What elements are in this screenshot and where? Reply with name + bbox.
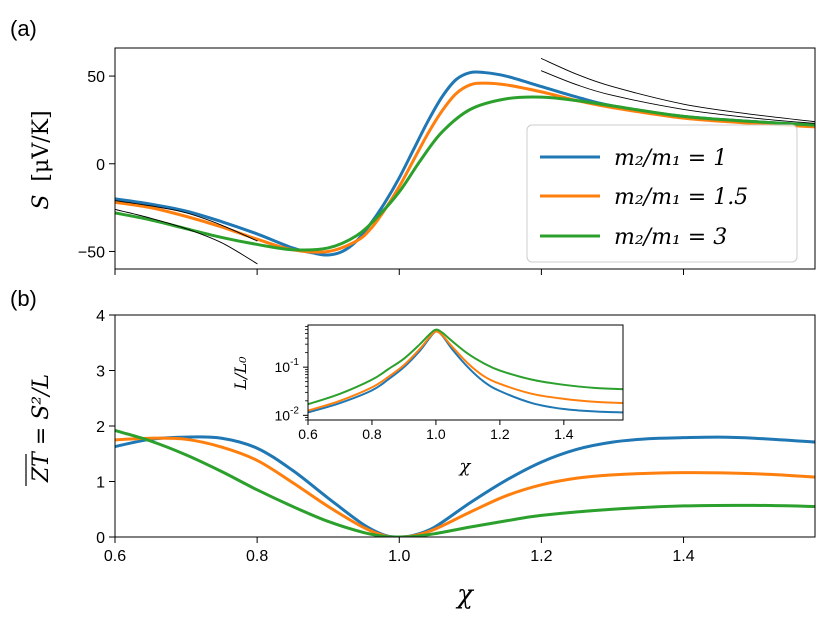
panel-a-ytick-label: 0 — [96, 157, 105, 174]
panel-a: (a) S [μV/K] −50 0 50 m₂/m₁ = 1 m₂/m₁ = 1.… — [10, 16, 816, 275]
panel-a-series-6-line — [540, 70, 815, 124]
inset-series-3-line — [308, 328, 623, 406]
panel-b-xtick-label: 1.2 — [530, 548, 552, 565]
inset: 0.6 0.8 1.0 1.2 1.4 10-2 10-1 L/L₀ χ — [231, 324, 624, 477]
panel-b-ytick-label: 2 — [96, 419, 105, 436]
panel-a-series-5-line — [115, 208, 258, 265]
panel-b-frame — [114, 314, 816, 538]
panel-a-series-3-line — [115, 95, 815, 252]
panel-a-series-7-line — [540, 58, 815, 123]
panel-b-xtick-label: 0.8 — [246, 548, 268, 565]
inset-xtick-label: 0.8 — [362, 426, 382, 442]
panel-b-label: (b) — [10, 286, 37, 311]
legend-entry-3: m₂/m₁ = 3 — [614, 225, 727, 250]
panel-a-ylabel-symbol: S — [29, 195, 54, 210]
panel-b-series-2-line — [115, 436, 815, 537]
panel-b-xtick-label: 0.6 — [104, 548, 126, 565]
panel-b-series-1-line — [115, 435, 815, 537]
svg-text:S [μV/K]: S [μV/K] — [29, 110, 54, 209]
inset-xtick-label: 1.4 — [554, 426, 574, 442]
legend: m₂/m₁ = 1 m₂/m₁ = 1.5 m₂/m₁ = 3 — [526, 124, 798, 263]
panel-b-ytick-label: 4 — [96, 308, 105, 325]
legend-entry-1: m₂/m₁ = 1 — [614, 146, 727, 171]
inset-series-2-line — [308, 330, 623, 412]
panel-b: (b) ZT = S²/L 0.6 0.8 1.0 1.2 1.4 0 1 2 3 4 χ 0.6… — [10, 286, 816, 610]
panel-b-ylabel: ZT = S²/L — [25, 374, 54, 486]
inset-frame — [307, 324, 624, 421]
panel-a-ytick-label: 50 — [87, 69, 105, 86]
panel-b-xtick-label: 1.4 — [672, 548, 694, 565]
inset-xtick-label: 0.6 — [298, 426, 318, 442]
panel-b-ylabel-text: ZT = S²/L — [29, 374, 54, 483]
inset-ylabel: L/L₀ — [231, 356, 250, 391]
panel-a-ytick-label: −50 — [78, 244, 105, 261]
legend-box — [526, 124, 798, 263]
inset-xlabel: χ — [458, 456, 472, 477]
panel-a-series-1-line — [115, 70, 815, 257]
panel-a-ylabel-unit: [μV/K] — [29, 110, 54, 181]
panel-a-ylabel: S [μV/K] — [29, 110, 54, 209]
panel-b-ytick-label: 1 — [96, 475, 105, 492]
inset-ytick-label: 10-1 — [275, 357, 300, 375]
panel-b-xtick-label: 1.0 — [388, 548, 410, 565]
inset-background — [308, 325, 623, 420]
panel-b-ytick-label: 3 — [96, 364, 105, 381]
inset-xtick-label: 1.2 — [490, 426, 510, 442]
inset-ytick-label: 10-2 — [275, 405, 300, 423]
panel-b-ytick-label: 0 — [96, 530, 105, 547]
inset-xtick-label: 1.0 — [426, 426, 446, 442]
legend-entry-2: m₂/m₁ = 1.5 — [614, 185, 748, 210]
panel-a-label: (a) — [10, 16, 37, 41]
panel-a-frame — [114, 47, 816, 270]
panel-b-xlabel: χ — [455, 580, 475, 610]
panel-a-series-4-line — [115, 200, 258, 242]
